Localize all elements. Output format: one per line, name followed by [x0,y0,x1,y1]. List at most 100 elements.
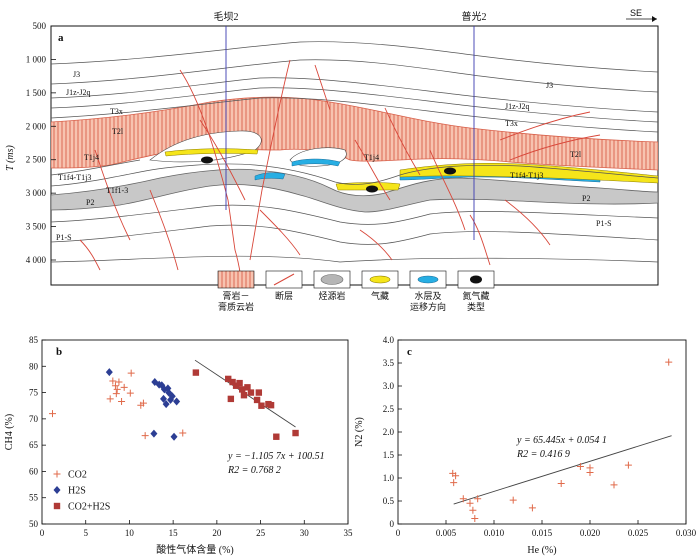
nitrogen-reservoir-type-icon [470,275,482,284]
legend-item-nitrogen: 氮气藏 类型 [457,270,495,312]
data-point-square [225,375,232,383]
data-point-plus [624,461,632,469]
panel-label-b: b [56,346,62,358]
stratum-label: J1z-J2q [66,88,90,97]
data-point-square [273,433,280,440]
y-tick-label: 3.0 [383,381,395,391]
nitrogen-reservoir-marker: II [366,185,378,193]
data-point-plus [141,432,149,440]
chart-b-x-label: 酸性气体含量 (%) [156,543,234,556]
data-point-square [253,396,261,404]
stratum-label: T1j4 [364,153,379,162]
data-point-diamond [170,432,178,441]
panel-label-c: c [407,346,412,358]
chart-b-frame [41,339,349,525]
orientation-arrow-head [652,16,657,22]
gypsum-hatch-icon [217,270,255,289]
svg-text:I: I [206,158,207,163]
section-panel: I II II a SE 毛坝2 普光2 500 1 000 1 500 2 000 2… [5,8,659,312]
chart-b-equation: y = −1.105 7x + 100.51 [227,451,325,462]
y-tick-label: 70 [29,414,39,424]
x-tick-label: 0 [396,528,401,538]
stratum-label: T2l [112,127,124,136]
section-y-tick-label: 1 000 [26,54,47,64]
data-point-square [267,401,275,409]
data-point-square [255,389,263,396]
data-point-plus [127,369,135,377]
y-tick-label: 0 [390,519,395,529]
data-point-plus [450,479,458,487]
legend-label: 水层及 [414,290,441,301]
source-rock-layer [51,168,658,213]
section-y-tick-label: 3 000 [26,188,47,198]
legend-label: 烃源岩 [318,290,345,301]
data-point-plus [112,390,120,398]
data-point-plus [586,464,594,472]
stratum-label: T2l [570,150,582,159]
data-point-square [239,386,246,393]
data-point-square [258,402,265,409]
section-y-tick-label: 1 500 [26,88,47,98]
section-y-axis-label: T (ms) [5,145,16,171]
x-tick-label: 10 [125,528,135,538]
chart-c-equation: y = 65.445x + 0.054 1 [516,435,607,446]
section-y-tick-label: 2 000 [26,121,47,131]
stratum-label: J1z-J2q [505,102,529,111]
y-tick-label: 60 [29,466,39,476]
y-tick-label: 2.0 [383,427,395,437]
legend-label: H2S [68,486,86,497]
chart-b: b 0 5 10 15 20 25 30 35 50 55 60 65 70 75 80 85 酸性气体含量 … [4,335,353,556]
legend-item-water: 水层及 运移方向 [409,270,447,312]
data-point-plus [474,495,482,503]
data-point-diamond [162,400,170,409]
stratum-label: T3x [505,119,518,128]
y-tick-label: 3.5 [383,358,395,368]
y-tick-label: 75 [29,388,39,398]
y-tick-label: 4.0 [383,335,395,345]
stratum-label: T1j4 [84,153,99,162]
y-tick-label: 80 [29,361,39,371]
stratum-label: P1-S [596,219,612,228]
source-rock-icon [320,274,344,285]
data-point-plus [118,398,126,406]
data-point-plus [109,377,117,385]
y-tick-label: 50 [29,519,39,529]
chart-b-legend: CO2 H2S CO2+H2S [53,470,110,513]
legend-label: 气藏 [371,290,389,301]
legend-item-gypsum: 膏岩－ 膏质云岩 [217,270,255,312]
data-point-plus [459,495,467,503]
water-layer [291,158,341,167]
data-point-plus [452,472,460,480]
section-y-tick-label: 2 500 [26,155,47,165]
legend-label: 膏质云岩 [218,301,254,312]
stratum-label: J3 [73,70,80,79]
nitrogen-reservoir-marker: I [201,156,213,164]
stratum-label: J3 [546,81,553,90]
chart-c-r2: R2 = 0.416 9 [516,449,570,460]
data-point-square [53,502,61,510]
svg-text:II: II [371,187,374,192]
legend-label: 断层 [275,290,293,301]
stratum-label: T3x [110,107,123,116]
legend-label: CO2 [68,470,87,481]
y-tick-label: 65 [29,440,39,450]
x-tick-label: 20 [212,528,222,538]
data-point-plus [48,410,56,418]
data-point-plus [509,496,517,504]
data-point-plus [576,463,584,470]
section-y-tick-label: 3 500 [26,222,47,232]
x-tick-label: 25 [256,528,266,538]
stratum-label: T1f4-T1j3 [510,171,543,180]
x-tick-label: 35 [344,528,354,538]
well-label: 毛坝2 [214,11,239,23]
data-point-plus [113,385,121,393]
x-tick-label: 0.015 [532,528,553,538]
data-point-square [240,392,248,399]
section-legend: 膏岩－ 膏质云岩 断层 烃源岩 气藏 水层及 运 [217,270,495,312]
data-point-plus [528,504,536,512]
legend-item-gas: 气藏 [361,270,399,301]
gas-reservoir [164,148,259,157]
legend-label: CO2+H2S [68,502,110,513]
x-tick-label: 0 [40,528,45,538]
